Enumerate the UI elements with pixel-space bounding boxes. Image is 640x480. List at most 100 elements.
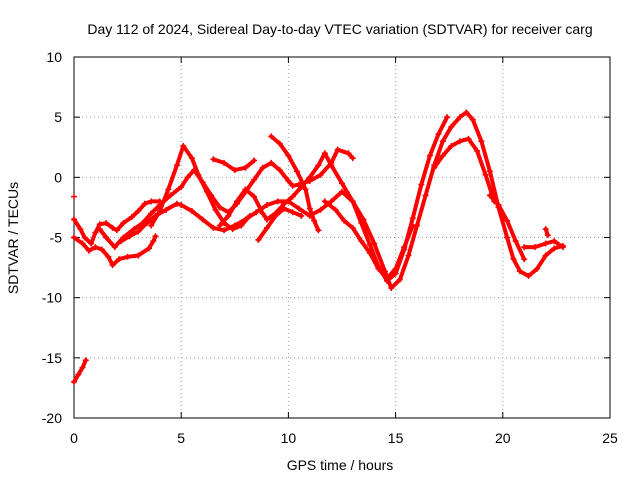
series-arc-13	[431, 135, 498, 205]
data-point	[81, 234, 88, 241]
data-point	[103, 234, 110, 241]
data-point	[165, 186, 172, 193]
y-tick-label: -15	[42, 350, 62, 366]
data-point	[146, 245, 153, 252]
data-point	[486, 192, 493, 199]
series-arc-14	[486, 192, 528, 263]
data-point	[465, 135, 472, 142]
data-point	[504, 217, 511, 224]
data-point	[559, 244, 566, 251]
data-point	[358, 238, 365, 245]
data-point	[216, 204, 223, 211]
data-point	[504, 234, 511, 241]
data-point	[103, 220, 110, 227]
series-arc-16	[542, 226, 551, 239]
series-arc-06	[118, 109, 566, 292]
data-point	[444, 114, 451, 121]
x-tick-label: 20	[495, 430, 511, 446]
data-point	[435, 131, 442, 138]
data-point	[105, 253, 112, 260]
data-point	[178, 183, 185, 190]
data-point	[478, 138, 485, 145]
data-point	[306, 205, 313, 212]
chart-title: Day 112 of 2024, Sidereal Day-to-day VTE…	[87, 21, 592, 37]
data-point	[341, 217, 348, 224]
data-point	[259, 210, 266, 217]
data-point	[75, 371, 82, 378]
data-point	[229, 226, 236, 233]
data-point	[178, 202, 185, 209]
y-tick-label: 5	[54, 109, 62, 125]
data-point	[418, 181, 425, 188]
data-point	[259, 164, 266, 171]
x-axis-label: GPS time / hours	[287, 457, 394, 473]
data-point	[212, 206, 219, 213]
data-point	[551, 238, 558, 245]
data-point	[289, 193, 296, 200]
data-point	[328, 162, 335, 169]
data-point	[221, 227, 228, 234]
data-point	[156, 208, 163, 215]
data-point	[521, 256, 528, 263]
series-arc-07	[148, 143, 253, 233]
series-arc-08	[210, 156, 258, 174]
data-point	[263, 224, 270, 231]
data-point	[77, 226, 84, 233]
data-point	[148, 198, 155, 205]
data-point	[141, 200, 148, 207]
data-point	[281, 205, 288, 212]
data-point	[456, 114, 463, 121]
data-point	[315, 162, 322, 169]
data-point	[274, 198, 281, 205]
data-point	[113, 227, 120, 234]
data-point	[188, 155, 195, 162]
data-point	[334, 146, 341, 153]
data-point	[474, 147, 481, 154]
data-point	[272, 212, 279, 219]
data-point	[143, 220, 150, 227]
data-point	[388, 285, 395, 292]
data-point	[238, 222, 245, 229]
data-point	[263, 202, 270, 209]
data-point	[98, 246, 105, 253]
data-point	[148, 222, 155, 229]
data-point	[486, 168, 493, 175]
data-point	[150, 238, 157, 245]
data-point	[542, 226, 549, 233]
data-point	[285, 152, 292, 159]
series-arc-03	[71, 198, 163, 247]
data-point	[268, 133, 275, 140]
data-point	[396, 276, 403, 283]
data-point	[116, 256, 123, 263]
data-point	[126, 233, 133, 240]
data-point	[276, 140, 283, 147]
data-point	[311, 217, 318, 224]
data-point	[148, 210, 155, 217]
data-point	[339, 180, 345, 187]
data-point	[315, 227, 322, 234]
data-point	[268, 159, 275, 166]
data-point	[92, 244, 99, 251]
data-point	[512, 238, 519, 245]
data-point	[71, 193, 77, 200]
data-point	[71, 234, 77, 241]
y-axis-label: SDTVAR / TECUs	[5, 182, 21, 294]
data-point	[131, 226, 138, 233]
data-point	[542, 240, 549, 247]
series-arc-11	[268, 133, 322, 234]
data-point	[199, 216, 206, 223]
data-point	[534, 265, 541, 272]
data-point	[345, 150, 352, 157]
series-line	[72, 358, 88, 384]
data-point	[253, 209, 260, 216]
data-point	[384, 275, 391, 282]
data-point	[321, 198, 328, 205]
data-point	[173, 200, 180, 207]
data-point	[463, 109, 470, 116]
data-point	[246, 212, 253, 219]
data-point	[366, 250, 373, 257]
data-point	[92, 229, 99, 236]
data-point	[426, 152, 433, 159]
series-arc-10	[255, 205, 305, 243]
